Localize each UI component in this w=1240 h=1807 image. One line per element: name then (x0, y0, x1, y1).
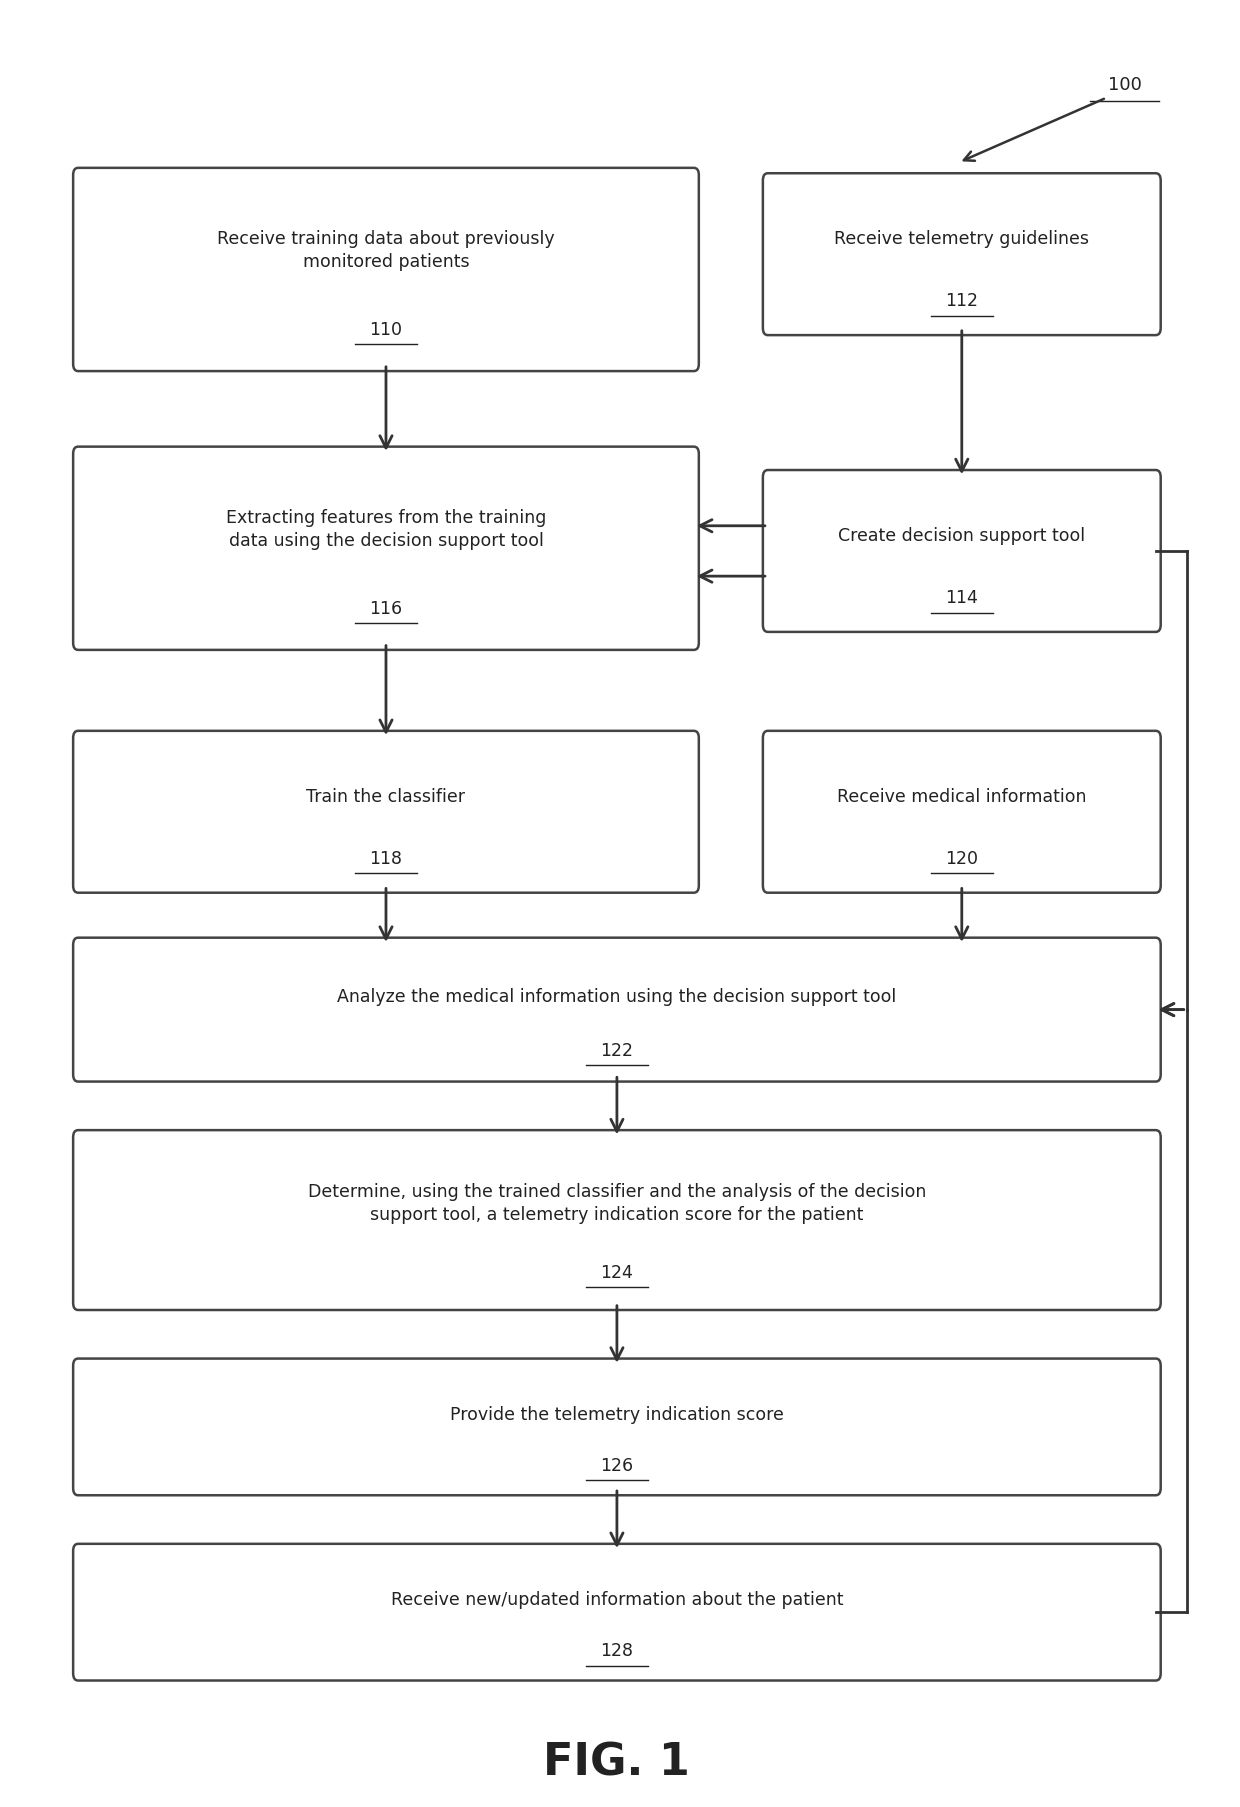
Text: 116: 116 (370, 600, 403, 618)
Text: 110: 110 (370, 322, 403, 340)
Text: Receive medical information: Receive medical information (837, 788, 1086, 806)
Text: 118: 118 (370, 849, 403, 867)
FancyBboxPatch shape (763, 470, 1161, 632)
Text: FIG. 1: FIG. 1 (543, 1742, 689, 1785)
Text: 114: 114 (945, 589, 978, 607)
Text: 120: 120 (945, 849, 978, 867)
Text: Receive telemetry guidelines: Receive telemetry guidelines (835, 231, 1089, 248)
FancyBboxPatch shape (73, 446, 699, 651)
Text: Create decision support tool: Create decision support tool (838, 528, 1085, 546)
Text: Extracting features from the training
data using the decision support tool: Extracting features from the training da… (226, 508, 546, 549)
FancyBboxPatch shape (73, 938, 1161, 1082)
Text: 124: 124 (600, 1265, 634, 1281)
Text: Determine, using the trained classifier and the analysis of the decision
support: Determine, using the trained classifier … (308, 1184, 926, 1225)
Text: 112: 112 (945, 293, 978, 311)
Text: Train the classifier: Train the classifier (306, 788, 465, 806)
Text: 128: 128 (600, 1643, 634, 1661)
Text: Provide the telemetry indication score: Provide the telemetry indication score (450, 1406, 784, 1424)
Text: Analyze the medical information using the decision support tool: Analyze the medical information using th… (337, 988, 897, 1006)
Text: Receive new/updated information about the patient: Receive new/updated information about th… (391, 1590, 843, 1608)
FancyBboxPatch shape (763, 730, 1161, 893)
Text: 122: 122 (600, 1043, 634, 1061)
Text: Receive training data about previously
monitored patients: Receive training data about previously m… (217, 229, 554, 271)
Text: 126: 126 (600, 1456, 634, 1475)
FancyBboxPatch shape (73, 168, 699, 370)
Text: 100: 100 (1109, 76, 1142, 94)
FancyBboxPatch shape (73, 1543, 1161, 1681)
FancyBboxPatch shape (73, 1359, 1161, 1494)
FancyBboxPatch shape (763, 173, 1161, 334)
FancyBboxPatch shape (73, 730, 699, 893)
FancyBboxPatch shape (73, 1129, 1161, 1310)
